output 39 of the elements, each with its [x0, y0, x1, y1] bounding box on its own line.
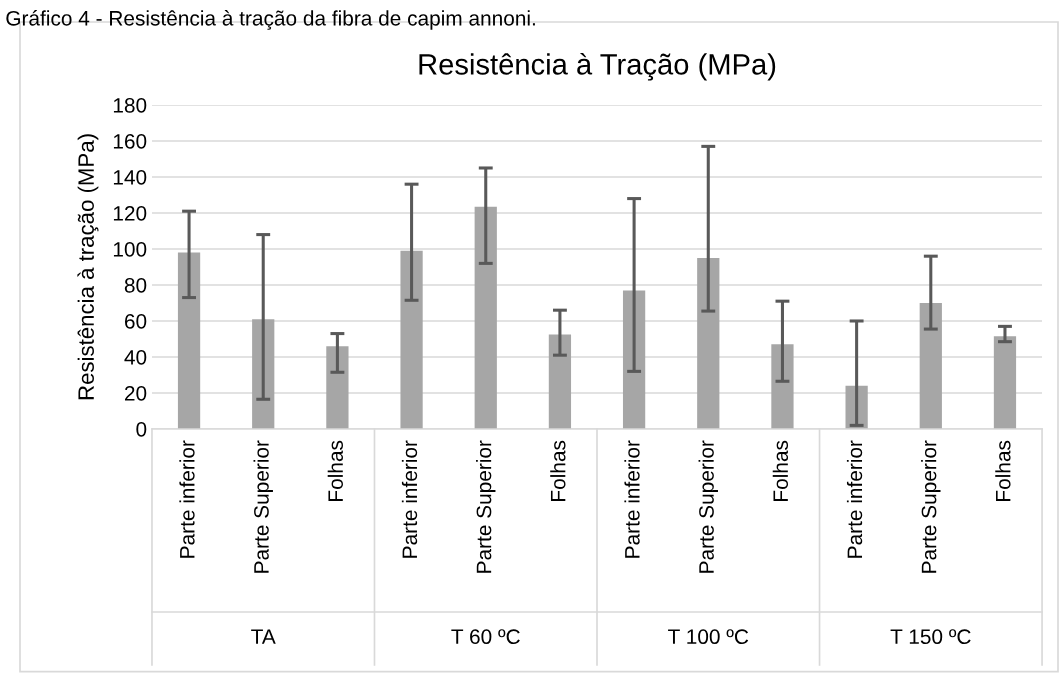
x-tick-label: Parte inferior	[179, 440, 195, 558]
bar	[474, 206, 497, 429]
x-tick-label: Parte Superior	[476, 440, 496, 573]
y-tick-label: 40	[124, 349, 147, 365]
y-tick-label: 160	[113, 133, 147, 149]
text: TA	[251, 629, 276, 644]
y-tick-label: 120	[113, 205, 147, 221]
bar	[622, 290, 646, 429]
x-tick-label: Folhas	[995, 440, 1011, 501]
y-tick-label: 60	[124, 313, 147, 329]
y-tick-label: 100	[113, 241, 147, 257]
y-tick-label: 80	[124, 277, 147, 293]
y-tick-label: 140	[113, 169, 147, 185]
x-tick-label: Parte Superior	[253, 440, 273, 573]
bar	[697, 257, 720, 429]
bar	[919, 302, 942, 429]
bar	[177, 252, 201, 429]
bar	[548, 334, 572, 429]
y-tick-label: 0	[136, 421, 147, 437]
x-tick-label: Parte inferior	[401, 440, 418, 558]
x-tick-label: Folhas	[550, 440, 566, 501]
text: T 150 ºC	[890, 629, 971, 645]
y-tick-label: 20	[124, 385, 147, 401]
x-tick-label: Folhas	[772, 440, 789, 501]
x-tick-label: Folhas	[327, 440, 343, 501]
y-axis-title: Resistência à tração (MPa)	[77, 134, 99, 400]
x-tick-label: Parte inferior	[846, 440, 863, 558]
x-tick-label: Parte Superior	[698, 440, 718, 573]
text: T 100 ºC	[668, 629, 749, 645]
bar	[326, 346, 349, 429]
x-tick-label: Parte Superior	[921, 440, 941, 573]
bar	[400, 250, 423, 429]
chart-title: Resistência à Tração (MPa)	[419, 52, 776, 81]
x-tick-label: Parte inferior	[624, 440, 640, 558]
y-tick-label: 180	[113, 97, 147, 113]
bar	[993, 336, 1017, 429]
text: T 60 ºC	[451, 629, 520, 645]
text: Gráfico 4 - Resistência à tração da fibra de capim annoni.	[6, 10, 535, 30]
bar	[771, 344, 794, 429]
